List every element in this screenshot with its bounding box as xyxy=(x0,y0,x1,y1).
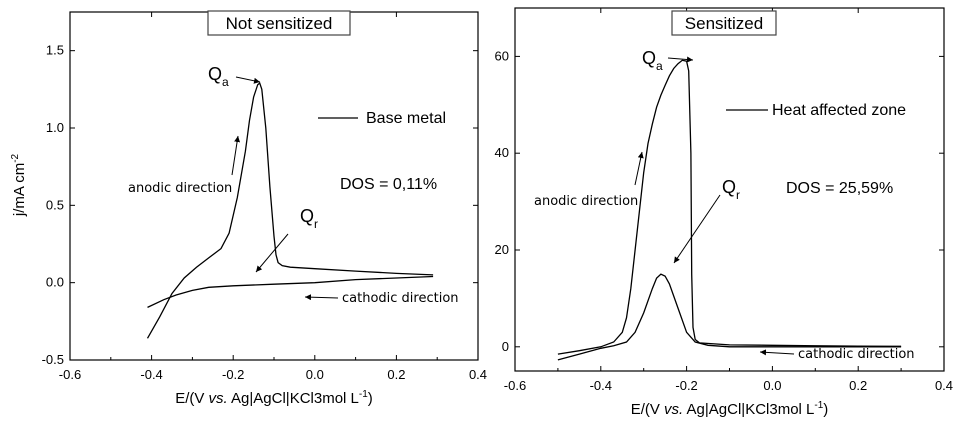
y-axis-label: j/mA cm-2 xyxy=(10,153,28,217)
x-tick-label: 0.2 xyxy=(849,378,867,393)
y-tick-label: 60 xyxy=(495,48,509,63)
chart-title: Not sensitized xyxy=(226,14,333,33)
qa-arrow xyxy=(235,76,261,84)
y-tick-label: 0.0 xyxy=(46,275,64,290)
x-tick-label: 0.4 xyxy=(469,367,487,382)
qr-arrow xyxy=(255,233,289,273)
x-tick-label: -0.4 xyxy=(140,367,162,382)
y-tick-label: 0 xyxy=(502,339,509,354)
x-tick-label: 0.0 xyxy=(306,367,324,382)
series-cathodic-line xyxy=(557,273,902,361)
anodic-direction-label: anodic direction xyxy=(128,181,232,196)
chart-panel-1: -0.6 -0.4 -0.2 0.0 0.2 0.4 -0.5 0.0 0.5 1.0 1.5 E/(… xyxy=(10,10,487,407)
x-tick-label: 0.2 xyxy=(387,367,405,382)
y-tick-label: -0.5 xyxy=(42,352,64,367)
qa-label: Qa xyxy=(642,48,663,73)
title-box xyxy=(671,10,777,36)
qr-arrow xyxy=(673,194,721,264)
x-tick-label: -0.2 xyxy=(675,378,697,393)
series-cathodic-line xyxy=(147,275,434,308)
y-tick-label: 20 xyxy=(495,242,509,257)
title-box xyxy=(207,10,351,36)
x-tick-label: 0.0 xyxy=(763,378,781,393)
y-tick-label: 0.5 xyxy=(46,197,64,212)
qr-label: Qr xyxy=(722,177,740,202)
x-axis-label: E/(V vs. Ag|AgCl|KCl3mol L-1) xyxy=(631,400,829,418)
dos-label: DOS = 0,11% xyxy=(340,176,437,193)
x-tick-label: -0.4 xyxy=(590,378,612,393)
qa-arrow xyxy=(667,56,694,63)
qr-label: Qr xyxy=(300,206,318,231)
anodic-direction-arrow xyxy=(231,135,241,176)
legend-label: Heat affected zone xyxy=(772,102,906,119)
cathodic-direction-arrow xyxy=(304,294,339,301)
qa-label: Qa xyxy=(208,64,229,89)
anodic-direction-label: anodic direction xyxy=(534,194,638,209)
chart-title: Sensitized xyxy=(685,14,763,33)
cathodic-direction-label: cathodic direction xyxy=(342,291,459,306)
x-tick-label: -0.2 xyxy=(222,367,244,382)
y-tick-label: 1.5 xyxy=(46,43,64,58)
chart-panel-2: -0.6 -0.4 -0.2 0.0 0.2 0.4 0 20 40 60 E/(V vs. Ag|… xyxy=(495,7,953,418)
x-tick-label: -0.6 xyxy=(504,378,526,393)
y-tick-label: 1.0 xyxy=(46,120,64,135)
cathodic-direction-arrow xyxy=(759,349,795,356)
series-anodic-line xyxy=(146,82,434,339)
x-axis-label: E/(V vs. Ag|AgCl|KCl3mol L-1) xyxy=(175,389,373,407)
x-tick-label: -0.6 xyxy=(59,367,81,382)
legend-label: Base metal xyxy=(366,110,446,127)
y-tick-label: 40 xyxy=(495,145,509,160)
x-tick-label: 0.4 xyxy=(935,378,953,393)
anodic-direction-arrow xyxy=(634,151,644,186)
cathodic-direction-label: cathodic direction xyxy=(798,347,915,362)
dos-label: DOS = 25,59% xyxy=(786,180,893,197)
